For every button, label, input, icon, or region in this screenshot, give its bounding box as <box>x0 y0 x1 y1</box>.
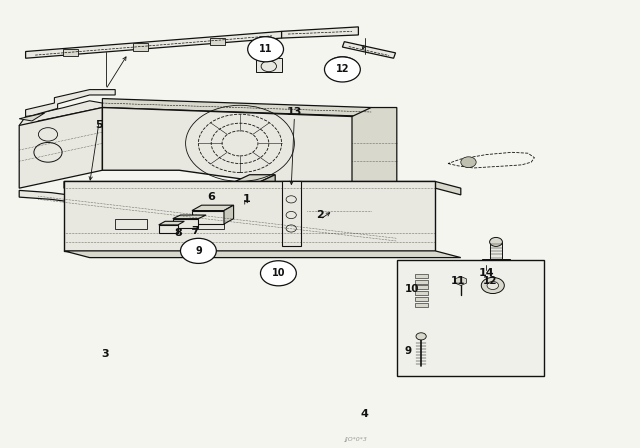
Polygon shape <box>64 181 461 195</box>
Text: 10: 10 <box>404 284 419 294</box>
Text: 10: 10 <box>271 268 285 278</box>
Polygon shape <box>307 197 371 224</box>
Polygon shape <box>64 251 461 258</box>
Circle shape <box>248 37 284 62</box>
Polygon shape <box>455 276 467 285</box>
Polygon shape <box>415 274 428 278</box>
Text: 9: 9 <box>404 346 412 356</box>
Polygon shape <box>19 108 102 188</box>
Circle shape <box>481 277 504 293</box>
Polygon shape <box>173 215 206 219</box>
Polygon shape <box>133 43 148 51</box>
Polygon shape <box>173 219 198 228</box>
Polygon shape <box>192 205 234 211</box>
Polygon shape <box>307 188 390 197</box>
Polygon shape <box>415 285 428 289</box>
Circle shape <box>487 281 499 289</box>
Text: 12: 12 <box>483 276 498 286</box>
Polygon shape <box>342 42 396 58</box>
Text: 13: 13 <box>287 107 302 117</box>
Polygon shape <box>64 181 435 251</box>
Polygon shape <box>256 58 282 72</box>
Text: 5: 5 <box>95 121 103 130</box>
Polygon shape <box>230 184 256 233</box>
FancyBboxPatch shape <box>397 260 544 376</box>
Polygon shape <box>282 27 358 38</box>
Polygon shape <box>26 90 115 116</box>
Text: 11: 11 <box>451 276 466 286</box>
Text: 7: 7 <box>191 226 199 236</box>
Polygon shape <box>415 291 428 295</box>
Polygon shape <box>224 205 234 224</box>
Polygon shape <box>490 242 502 259</box>
Polygon shape <box>159 225 178 233</box>
Circle shape <box>490 237 502 246</box>
Text: 14: 14 <box>479 268 494 278</box>
Text: 6: 6 <box>207 192 215 202</box>
Polygon shape <box>210 38 225 45</box>
Text: 2: 2 <box>316 210 324 220</box>
Text: 8: 8 <box>174 228 182 238</box>
Polygon shape <box>159 221 184 225</box>
Polygon shape <box>482 259 510 263</box>
Circle shape <box>260 261 296 286</box>
Polygon shape <box>230 175 275 184</box>
Circle shape <box>416 333 426 340</box>
Circle shape <box>324 57 360 82</box>
Circle shape <box>180 238 216 263</box>
Polygon shape <box>192 211 224 224</box>
Text: 1: 1 <box>243 194 250 204</box>
Circle shape <box>250 37 282 59</box>
Polygon shape <box>19 113 45 121</box>
Circle shape <box>461 157 476 168</box>
Text: 12: 12 <box>335 65 349 74</box>
Polygon shape <box>282 181 301 246</box>
Polygon shape <box>19 101 102 130</box>
Polygon shape <box>102 108 371 184</box>
Polygon shape <box>19 190 435 246</box>
Polygon shape <box>102 99 371 116</box>
Polygon shape <box>415 280 428 284</box>
Polygon shape <box>415 297 428 301</box>
Text: JJO*0*3: JJO*0*3 <box>344 436 367 442</box>
Circle shape <box>326 57 358 79</box>
Polygon shape <box>371 188 390 224</box>
Polygon shape <box>352 108 397 184</box>
Polygon shape <box>26 31 282 58</box>
Text: 3: 3 <box>102 349 109 359</box>
Text: 4: 4 <box>361 409 369 419</box>
Text: 9: 9 <box>195 246 202 256</box>
Text: 11: 11 <box>259 44 273 54</box>
Polygon shape <box>63 49 78 56</box>
Polygon shape <box>415 303 428 307</box>
Polygon shape <box>256 175 275 233</box>
